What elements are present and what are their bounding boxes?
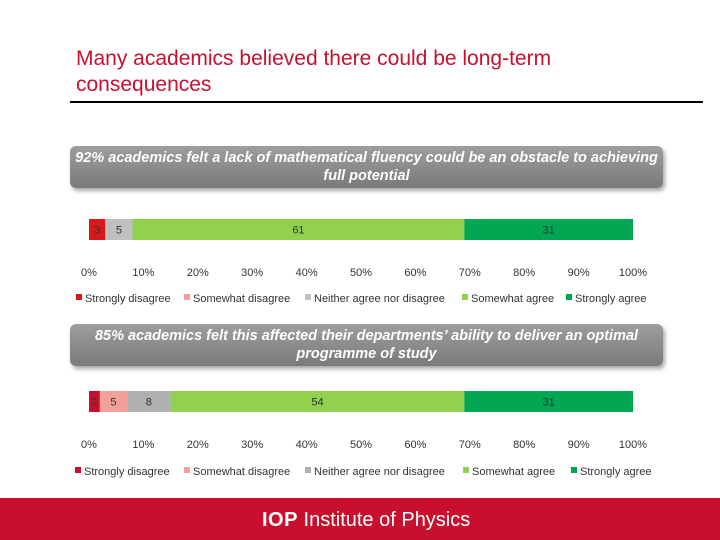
x-tick-label: 90% — [568, 267, 590, 279]
chart2-title: 85% academics felt this affected their d… — [94, 328, 639, 362]
chart1: 3 5 61 31 0% 10% 20% 30% 40% 50% 60% 70% 80% 90% 100% S… — [76, 219, 647, 305]
x-tick-label: 20% — [187, 267, 209, 279]
x-tick-label: 70% — [459, 267, 481, 279]
legend-label: Strongly disagree — [85, 293, 171, 305]
x-tick-label: 10% — [132, 439, 154, 451]
chart2: 2 5 8 54 31 0% 10% 20% 30% 40% 50% 60% 70% 80% 90% 100%… — [75, 391, 652, 478]
chart2-title-banner: 85% academics felt this affected their d… — [70, 324, 663, 366]
legend-label: Strongly disagree — [84, 466, 170, 478]
legend-swatch — [462, 294, 468, 300]
data-label: 54 — [311, 397, 323, 409]
x-tick-label: 30% — [241, 267, 263, 279]
x-tick-label: 90% — [568, 439, 590, 451]
data-label: 5 — [116, 225, 122, 237]
legend-label: Neither agree nor disagree — [314, 466, 445, 478]
x-tick-label: 50% — [350, 439, 372, 451]
data-label: 2 — [91, 397, 97, 409]
x-tick-label: 40% — [296, 439, 318, 451]
footer-bar — [0, 498, 720, 540]
x-tick-label: 30% — [241, 439, 263, 451]
x-tick-label: 100% — [619, 267, 647, 279]
legend-label: Neither agree nor disagree — [314, 293, 445, 305]
chart1-title: 92% academics felt a lack of mathematica… — [75, 150, 658, 184]
x-tick-label: 10% — [132, 267, 154, 279]
bar-segment — [105, 219, 133, 240]
legend-label: Strongly agree — [575, 293, 647, 305]
iop-logo-mark: IOP — [262, 509, 298, 531]
bar-segment — [464, 391, 633, 412]
bar-segment — [170, 391, 465, 412]
legend-swatch — [305, 467, 311, 473]
slide-title: Many academics believed there could be l… — [76, 47, 552, 96]
legend-label: Somewhat agree — [472, 466, 555, 478]
iop-logo-text: Institute of Physics — [303, 509, 471, 531]
legend-swatch — [76, 294, 82, 300]
legend-swatch — [305, 294, 311, 300]
title-underline — [70, 101, 703, 103]
bar-segment — [89, 219, 106, 240]
x-tick-label: 60% — [404, 439, 426, 451]
x-tick-label: 100% — [619, 439, 647, 451]
stacked-bar-charts: 3 5 61 310% 10% 20% 30% 40% 50% 60% 70% 80% 90% 100%S… — [75, 219, 652, 478]
x-tick-label: 0% — [81, 439, 97, 451]
iop-logo: IOP Institute of Physics — [262, 508, 470, 532]
legend-swatch — [75, 467, 81, 473]
legend-label: Somewhat agree — [471, 293, 554, 305]
data-label: 8 — [146, 397, 152, 409]
bar-segment — [99, 391, 128, 412]
bar-segment — [464, 219, 633, 240]
legend-swatch — [566, 294, 572, 300]
data-label: 3 — [94, 225, 100, 237]
legend-swatch — [571, 467, 577, 473]
chart1-title-banner: 92% academics felt a lack of mathematica… — [70, 146, 663, 188]
data-label: 31 — [543, 225, 555, 237]
bar-segment — [89, 391, 100, 412]
legend-label: Strongly agree — [580, 466, 652, 478]
x-tick-label: 50% — [350, 267, 372, 279]
bar-segment — [127, 391, 171, 412]
x-tick-label: 60% — [404, 267, 426, 279]
bar-segment — [132, 219, 465, 240]
data-label: 61 — [292, 225, 304, 237]
x-tick-label: 80% — [513, 439, 535, 451]
x-tick-label: 40% — [296, 267, 318, 279]
x-tick-label: 0% — [81, 267, 97, 279]
legend-label: Somewhat disagree — [193, 466, 290, 478]
data-label: 5 — [110, 397, 116, 409]
legend-swatch — [184, 294, 190, 300]
x-tick-label: 70% — [459, 439, 481, 451]
data-label: 31 — [543, 397, 555, 409]
legend-label: Somewhat disagree — [193, 293, 290, 305]
legend-swatch — [463, 467, 469, 473]
legend-swatch — [184, 467, 190, 473]
x-tick-label: 20% — [187, 439, 209, 451]
x-tick-label: 80% — [513, 267, 535, 279]
